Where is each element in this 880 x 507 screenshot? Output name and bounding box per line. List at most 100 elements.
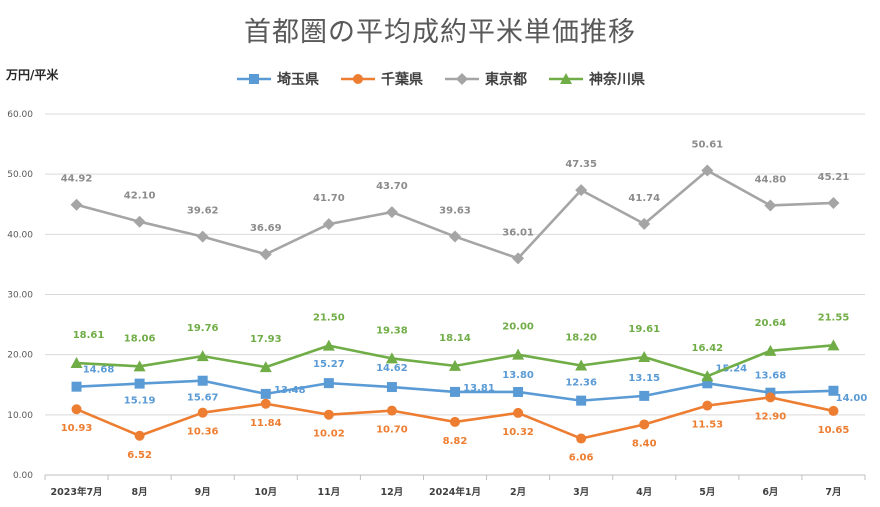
- data-point: [259, 248, 272, 261]
- data-point: [701, 370, 714, 382]
- data-label: 39.63: [439, 206, 471, 217]
- data-point: [513, 386, 524, 397]
- data-label: 21.50: [313, 313, 345, 324]
- data-point: [512, 348, 525, 360]
- data-label: 16.42: [691, 343, 723, 354]
- data-point: [449, 359, 461, 371]
- data-point: [197, 407, 208, 418]
- data-label: 12.90: [755, 411, 787, 422]
- legend-swatch: [237, 74, 271, 84]
- data-point: [576, 395, 587, 406]
- data-label: 10.93: [61, 423, 93, 434]
- x-tick-label: 12月: [381, 487, 404, 498]
- data-label: 12.36: [565, 378, 597, 389]
- data-point: [385, 206, 398, 219]
- data-point: [71, 381, 82, 392]
- legend-item: 東京都: [443, 69, 527, 89]
- data-label: 14.00: [836, 393, 868, 404]
- data-label: 39.62: [187, 206, 219, 217]
- data-point: [133, 360, 146, 372]
- data-point: [322, 339, 335, 351]
- y-tick-label: 10.00: [7, 411, 33, 421]
- data-label: 44.80: [755, 174, 787, 185]
- data-label: 13.81: [463, 383, 495, 394]
- data-point: [70, 198, 83, 211]
- data-point: [575, 184, 588, 197]
- x-tick-label: 11月: [317, 487, 340, 498]
- data-label: 10.36: [187, 427, 219, 438]
- data-point: [260, 388, 271, 399]
- data-label: 50.61: [691, 139, 723, 150]
- data-label: 18.20: [565, 332, 597, 343]
- data-point: [701, 164, 714, 177]
- data-point: [71, 404, 82, 415]
- data-point: [512, 252, 525, 265]
- data-label: 14.62: [376, 363, 408, 374]
- data-label: 15.19: [124, 396, 156, 407]
- data-label: 41.70: [313, 193, 345, 204]
- data-point: [386, 382, 397, 393]
- data-point: [639, 419, 650, 430]
- x-tick-label: 7月: [825, 487, 841, 498]
- data-label: 8.40: [632, 438, 657, 449]
- data-label: 11.53: [691, 420, 723, 431]
- data-point: [827, 196, 840, 209]
- data-point: [385, 352, 398, 364]
- data-point: [702, 400, 713, 411]
- data-label: 17.93: [250, 334, 282, 345]
- legend-item: 埼玉県: [235, 69, 319, 89]
- data-label: 43.70: [376, 181, 408, 192]
- data-point: [765, 392, 776, 403]
- data-label: 13.80: [502, 370, 534, 381]
- legend-item: 千葉県: [339, 69, 423, 89]
- data-point: [386, 405, 397, 416]
- data-label: 15.67: [187, 393, 219, 404]
- data-point: [827, 339, 840, 351]
- data-label: 36.01: [502, 227, 534, 238]
- data-label: 19.38: [376, 325, 408, 336]
- data-label: 11.84: [250, 418, 282, 429]
- legend-label: 神奈川県: [589, 72, 645, 88]
- data-label: 36.69: [250, 223, 282, 234]
- data-label: 13.68: [755, 371, 787, 382]
- data-label: 6.52: [127, 450, 152, 461]
- legend-item: 神奈川県: [547, 69, 645, 89]
- data-point: [259, 361, 272, 373]
- data-label: 18.06: [124, 333, 156, 344]
- data-point: [639, 390, 650, 401]
- data-point: [133, 215, 146, 228]
- data-label: 10.70: [376, 425, 408, 436]
- data-label: 21.55: [818, 312, 850, 323]
- data-point: [764, 199, 777, 212]
- data-point: [70, 357, 83, 369]
- data-label: 10.02: [313, 429, 345, 440]
- y-tick-label: 60.00: [7, 110, 33, 120]
- data-label: 20.00: [502, 322, 534, 333]
- data-point: [134, 378, 145, 389]
- data-label: 8.82: [443, 436, 468, 447]
- data-point: [197, 375, 208, 386]
- data-label: 10.32: [502, 427, 534, 438]
- legend-label: 千葉県: [381, 72, 423, 88]
- legend-swatch: [445, 73, 479, 85]
- data-point: [322, 218, 335, 231]
- data-point: [260, 398, 271, 409]
- legend-swatch: [341, 74, 375, 84]
- data-label: 44.92: [61, 174, 93, 185]
- y-tick-label: 50.00: [7, 170, 33, 180]
- data-label: 19.76: [187, 323, 219, 334]
- y-axis-unit-label: 万円/平米: [6, 68, 59, 82]
- legend-label: 東京都: [485, 72, 527, 88]
- data-label: 47.35: [565, 159, 597, 170]
- data-label: 18.61: [73, 330, 105, 341]
- data-point: [323, 378, 334, 389]
- x-tick-label: 5月: [699, 487, 715, 498]
- x-tick-label: 2月: [510, 487, 526, 498]
- data-label: 41.74: [628, 193, 660, 204]
- data-label: 42.10: [124, 191, 156, 202]
- data-point: [196, 230, 209, 243]
- data-point: [134, 430, 145, 441]
- data-label: 6.06: [569, 453, 594, 464]
- y-tick-label: 0.00: [13, 471, 33, 481]
